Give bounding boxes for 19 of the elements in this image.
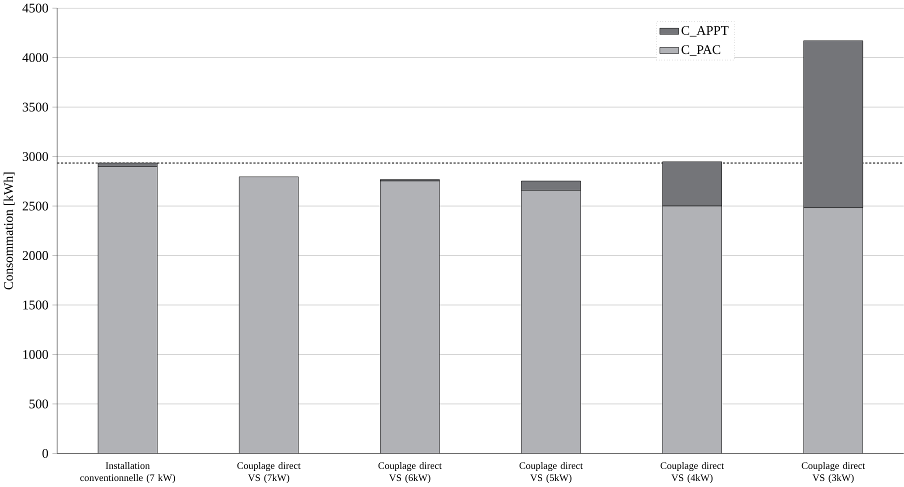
legend-label: C_PAC [682,45,720,56]
y-tick-label: 2000 [22,251,48,260]
y-tick-label: 4500 [22,4,48,13]
y-tick-label: 0 [42,449,48,458]
y-tick-label: 3500 [22,102,48,112]
y-tick-label: 1000 [23,350,48,360]
y-axis-title: Consommation [kWh] [4,172,15,290]
y-tick-label: 3000 [22,152,48,162]
x-tick-label: Couplage direct VS (6kW) [378,462,442,484]
y-tick-label: 4000 [22,53,48,62]
x-tick-label: Couplage direct VS (3kW) [802,462,866,484]
legend-label: C_APPT [682,26,729,37]
x-tick-label: Couplage direct VS (7kW) [237,462,301,484]
y-tick-label: 2500 [22,202,48,211]
x-tick-label: Couplage direct VS (5kW) [520,462,583,484]
y-tick-label: 1500 [23,300,48,310]
x-tick-label: Installation conventionnelle (7 kW) [80,462,176,484]
x-tick-label: Couplage direct VS (4kW) [660,462,724,484]
y-tick-label: 500 [30,400,48,409]
